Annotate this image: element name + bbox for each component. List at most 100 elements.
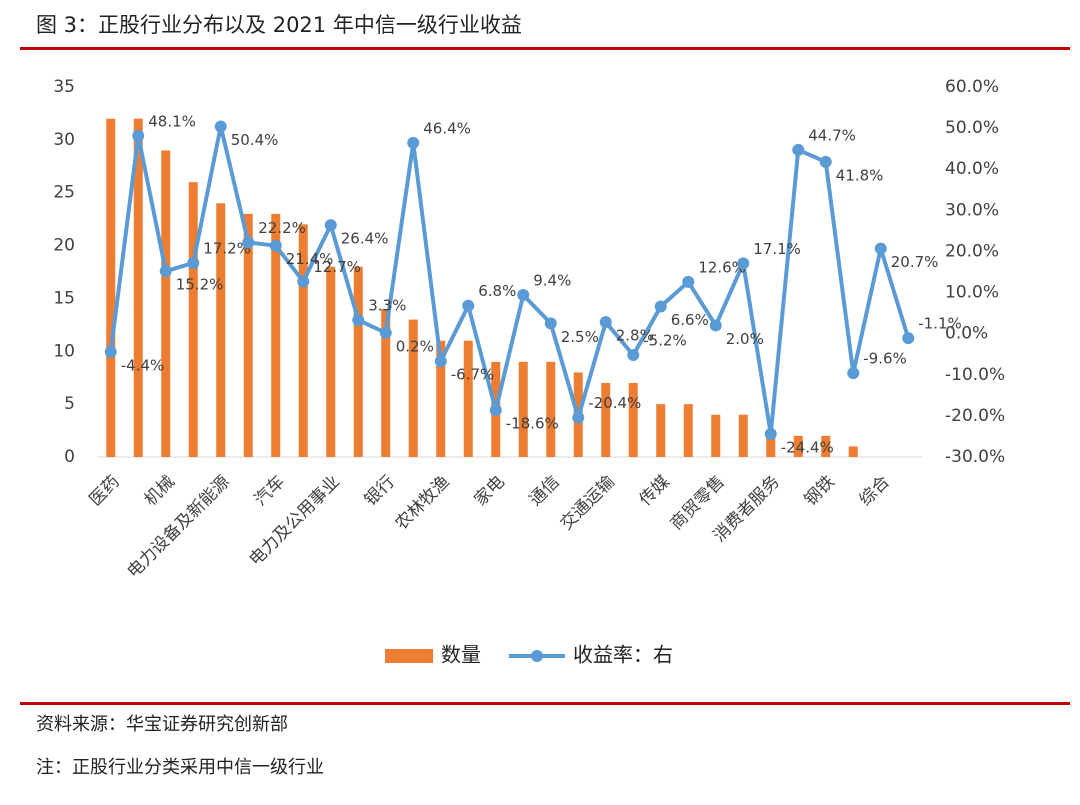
y-tick-label: 25 <box>53 183 75 203</box>
x-tick-label: 交通运输 <box>557 472 619 534</box>
bar <box>601 383 611 457</box>
note: 注：正股行业分类采用中信一级行业 <box>36 757 324 778</box>
source: 资料来源：华宝证券研究创新部 <box>36 714 288 735</box>
line-marker <box>737 257 750 270</box>
legend-label: 数量 <box>441 643 481 667</box>
bar <box>133 118 143 457</box>
legend-label: 收益率：右 <box>573 643 673 667</box>
title-rule <box>20 47 1070 50</box>
value-label: 50.4% <box>231 131 279 149</box>
value-label: 3.3% <box>368 297 406 315</box>
y-tick-label: 10 <box>53 341 75 361</box>
y2-tick-label: 60.0% <box>945 77 999 97</box>
value-label: 6.6% <box>671 311 709 329</box>
bar <box>106 118 116 457</box>
y-tick-label: 35 <box>53 77 75 97</box>
bar <box>216 203 226 457</box>
chart-title: 图 3：正股行业分布以及 2021 年中信一级行业收益 <box>36 13 522 37</box>
line-marker <box>709 319 722 332</box>
line-marker <box>352 314 365 327</box>
bar <box>821 435 831 457</box>
line-marker <box>132 129 145 142</box>
line-marker <box>462 299 475 312</box>
value-label: -1.1% <box>918 315 962 333</box>
line-marker <box>242 236 255 249</box>
line-marker <box>874 242 887 255</box>
value-label: 2.0% <box>726 330 764 348</box>
x-tick-label: 传媒 <box>636 472 674 510</box>
y2-tick-label: -30.0% <box>945 447 1005 467</box>
bar <box>683 404 693 457</box>
value-label: -4.4% <box>121 356 165 374</box>
y2-tick-label: -10.0% <box>945 365 1005 385</box>
value-label: 20.7% <box>891 253 939 271</box>
line-marker <box>599 316 612 329</box>
line-marker <box>517 289 530 302</box>
line-marker <box>544 317 557 330</box>
line-marker <box>379 326 392 339</box>
y2-tick-label: 30.0% <box>945 200 999 220</box>
y2-tick-label: 40.0% <box>945 159 999 179</box>
line-marker <box>159 265 172 278</box>
bar <box>628 383 638 457</box>
bar <box>326 266 336 457</box>
x-tick-label: 农林牧渔 <box>392 472 454 534</box>
x-tick-label: 钢铁 <box>801 472 839 510</box>
bar <box>518 361 528 457</box>
x-tick-label: 银行 <box>361 472 399 510</box>
x-tick-label: 综合 <box>856 472 894 510</box>
value-label: -18.6% <box>506 415 559 433</box>
y2-tick-label: 0.0% <box>945 324 988 344</box>
bar <box>793 435 803 457</box>
bar <box>408 319 418 457</box>
bar <box>656 404 666 457</box>
value-label: 12.7% <box>313 258 361 276</box>
y2-tick-label: 10.0% <box>945 283 999 303</box>
line-marker <box>819 155 832 168</box>
line-marker <box>214 120 227 133</box>
bar <box>463 340 473 457</box>
bar <box>161 150 171 457</box>
y-tick-label: 15 <box>53 288 75 308</box>
value-label: 9.4% <box>533 272 571 290</box>
x-tick-label: 家电 <box>471 472 509 510</box>
line-marker <box>269 239 282 252</box>
value-label: 6.8% <box>478 282 516 300</box>
value-label: 46.4% <box>423 119 471 137</box>
value-label: 2.5% <box>561 328 599 346</box>
line-marker <box>489 404 502 417</box>
value-label: 21.4% <box>286 250 334 268</box>
y-tick-label: 5 <box>64 394 75 414</box>
bar <box>738 414 748 457</box>
line-marker <box>297 275 310 288</box>
y-tick-label: 0 <box>64 447 75 467</box>
value-label: 48.1% <box>148 112 196 130</box>
bar <box>848 446 858 457</box>
y2-tick-label: -20.0% <box>945 406 1005 426</box>
legend-swatch <box>531 650 543 662</box>
bar <box>711 414 721 457</box>
value-label: 17.1% <box>753 240 801 258</box>
value-label: 22.2% <box>258 219 306 237</box>
y2-tick-label: 50.0% <box>945 118 999 138</box>
value-label: -9.6% <box>863 350 907 368</box>
line-marker <box>792 143 805 156</box>
x-tick-label: 汽车 <box>251 472 289 510</box>
value-label: -6.7% <box>451 366 495 384</box>
value-label: 26.4% <box>341 230 389 248</box>
value-label: -24.4% <box>781 438 834 456</box>
line-marker <box>324 219 337 232</box>
bar <box>271 213 281 457</box>
x-tick-label: 医药 <box>86 472 124 510</box>
value-label: 41.8% <box>836 166 884 184</box>
value-label: 2.8% <box>616 327 654 345</box>
line-marker <box>407 136 420 149</box>
line-marker <box>654 300 667 313</box>
line-marker <box>764 427 777 440</box>
bar <box>298 224 308 457</box>
value-label: -20.4% <box>588 394 641 412</box>
line-marker <box>434 355 447 368</box>
line-marker <box>902 332 915 345</box>
bar <box>766 435 776 457</box>
value-label: 12.6% <box>698 258 746 276</box>
